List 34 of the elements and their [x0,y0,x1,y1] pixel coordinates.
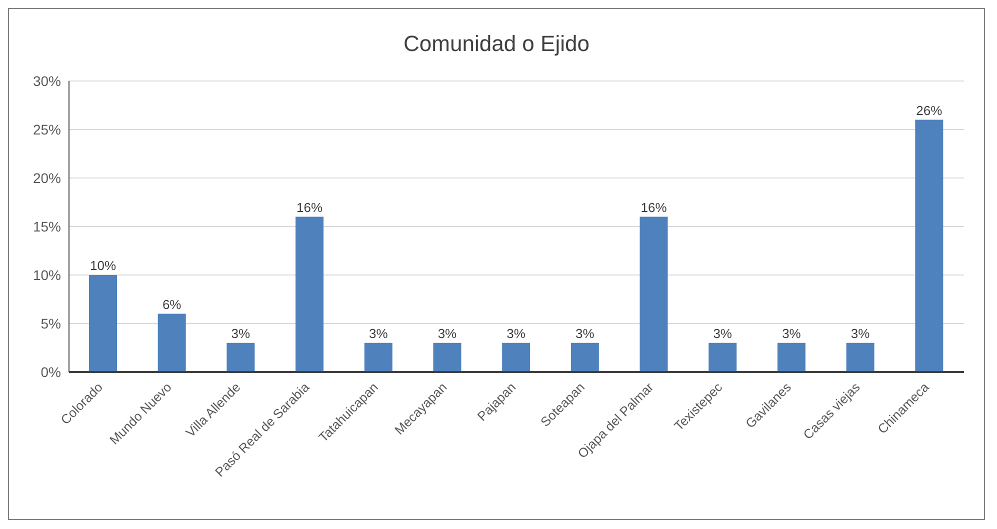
y-tick-label: 0% [40,364,61,380]
y-tick-label: 10% [32,266,61,283]
data-label: 10% [90,258,116,273]
bar [296,216,324,372]
bar [158,314,186,372]
bar [364,342,392,372]
bar [433,342,462,372]
data-label: 3% [506,326,526,341]
data-label: 3% [782,326,802,341]
data-label: 16% [640,200,668,215]
y-tick-label: 15% [32,218,61,234]
bar [915,120,944,372]
data-label: 3% [850,326,870,341]
bar [570,342,599,372]
data-label: 3% [438,326,458,341]
data-label: 6% [162,296,182,312]
bar [708,342,737,372]
data-label: 3% [713,326,732,341]
bar [846,342,874,372]
bar [226,342,255,372]
bar [502,342,530,372]
chart-title: Comunidad o Ejido [402,31,590,58]
bar [89,275,117,372]
y-tick-label: 20% [32,170,61,186]
y-tick-label: 25% [32,121,61,138]
data-label: 3% [576,326,595,341]
bar [777,342,806,372]
y-tick-label: 30% [32,72,61,89]
data-label: 3% [231,326,251,341]
data-label: 26% [916,102,943,118]
data-label: 16% [296,200,323,215]
bar [640,216,668,372]
y-tick-label: 5% [40,315,61,332]
data-label: 3% [368,326,388,341]
